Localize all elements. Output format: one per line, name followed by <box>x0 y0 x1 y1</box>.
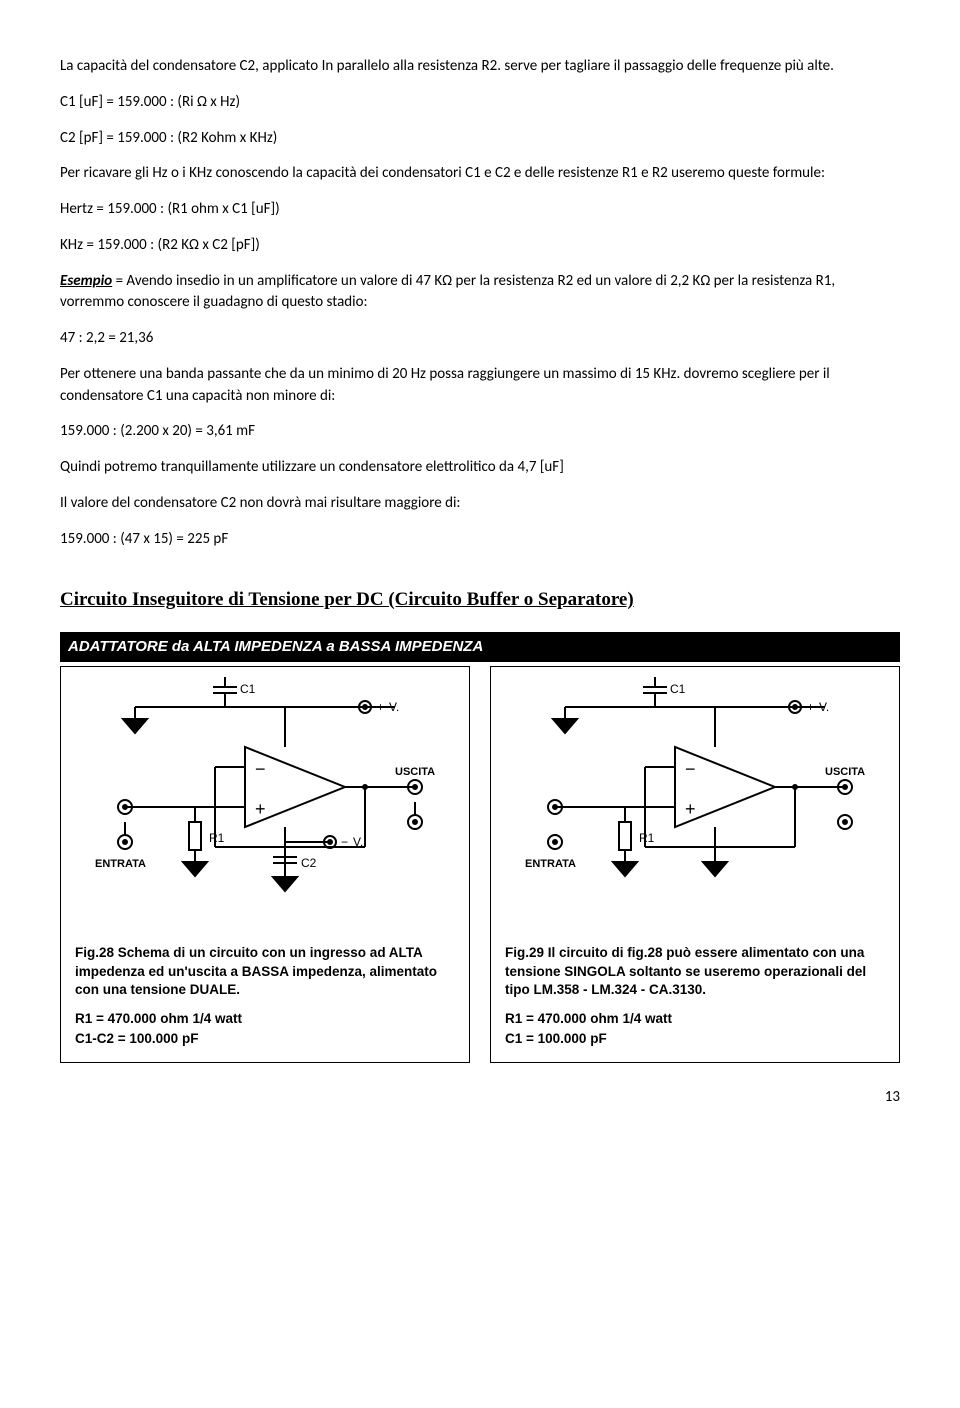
paragraph-esempio: Esempio = Avendo insedio in un amplifica… <box>60 271 900 315</box>
figure-row: C1 + V. − + <box>60 666 900 1064</box>
paragraph: Per ottenere una banda passante che da u… <box>60 364 900 408</box>
paragraph: Per ricavare gli Hz o i KHz conoscendo l… <box>60 163 900 185</box>
caption-fig28: Fig.28 Schema di un circuito con un ingr… <box>61 934 469 1003</box>
value-c: C1 = 100.000 pF <box>505 1029 885 1049</box>
svg-text:V.: V. <box>353 835 363 849</box>
svg-text:+: + <box>255 799 266 819</box>
svg-text:+: + <box>807 700 814 714</box>
svg-text:C1: C1 <box>240 682 256 696</box>
svg-text:+: + <box>377 700 384 714</box>
paragraph: La capacità del condensatore C2, applica… <box>60 56 900 78</box>
svg-text:ENTRATA: ENTRATA <box>525 858 576 870</box>
svg-text:V.: V. <box>819 700 829 714</box>
svg-text:ENTRATA: ENTRATA <box>95 858 146 870</box>
formula-khz: KHz = 159.000 : (R2 KΩ x C2 [pF]) <box>60 235 900 257</box>
paragraph: Quindi potremo tranquillamente utilizzar… <box>60 457 900 479</box>
schematic-fig28: C1 + V. − + <box>61 667 469 927</box>
svg-text:−: − <box>255 759 266 779</box>
section-title: Circuito Inseguitore di Tensione per DC … <box>60 586 900 614</box>
svg-text:V.: V. <box>389 700 399 714</box>
formula-hz: Hertz = 159.000 : (R1 ohm x C1 [uF]) <box>60 199 900 221</box>
caption-fig29: Fig.29 Il circuito di fig.28 può essere … <box>491 934 899 1003</box>
figure-28: C1 + V. − + <box>60 666 470 1064</box>
svg-text:R1: R1 <box>209 831 225 845</box>
svg-text:USCITA: USCITA <box>395 766 435 778</box>
calc-c2: 159.000 : (47 x 15) = 225 pF <box>60 529 900 551</box>
text: = Avendo insedio in un amplificatore un … <box>60 272 835 312</box>
values-fig28: R1 = 470.000 ohm 1/4 watt C1-C2 = 100.00… <box>61 1003 469 1062</box>
formula-c2: C2 [pF] = 159.000 : (R2 Kohm x KHz) <box>60 128 900 150</box>
svg-text:C1: C1 <box>670 682 686 696</box>
values-fig29: R1 = 470.000 ohm 1/4 watt C1 = 100.000 p… <box>491 1003 899 1062</box>
page-number: 13 <box>60 1087 900 1109</box>
svg-text:USCITA: USCITA <box>825 766 865 778</box>
svg-text:+: + <box>685 799 696 819</box>
figure-29: C1 + V. − + <box>490 666 900 1064</box>
svg-text:C2: C2 <box>301 856 317 870</box>
paragraph: Il valore del condensatore C2 non dovrà … <box>60 493 900 515</box>
calc-gain: 47 : 2,2 = 21,36 <box>60 328 900 350</box>
calc-c1: 159.000 : (2.200 x 20) = 3,61 mF <box>60 421 900 443</box>
value-r1: R1 = 470.000 ohm 1/4 watt <box>505 1009 885 1029</box>
svg-text:R1: R1 <box>639 831 655 845</box>
svg-text:−: − <box>685 759 696 779</box>
value-r1: R1 = 470.000 ohm 1/4 watt <box>75 1009 455 1029</box>
value-c: C1-C2 = 100.000 pF <box>75 1029 455 1049</box>
formula-c1: C1 [uF] = 159.000 : (Ri Ω x Hz) <box>60 92 900 114</box>
figure-banner: ADATTATORE da ALTA IMPEDENZA a BASSA IMP… <box>60 632 900 662</box>
label-esempio: Esempio <box>60 272 112 290</box>
schematic-fig29: C1 + V. − + <box>491 667 899 927</box>
svg-text:−: − <box>341 835 348 849</box>
